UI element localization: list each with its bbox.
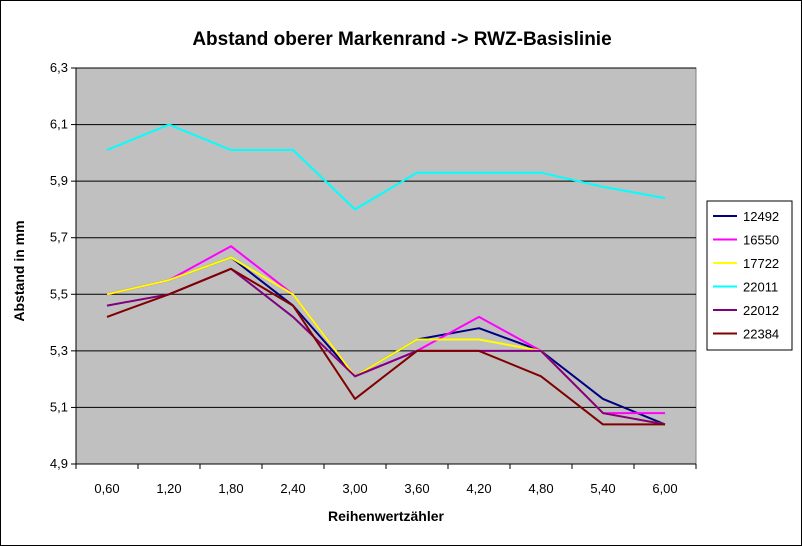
y-axis-title: Abstand in mm bbox=[11, 220, 27, 321]
legend-label: 22012 bbox=[743, 303, 779, 318]
y-tick-label: 6,1 bbox=[50, 117, 68, 132]
legend-label: 16550 bbox=[743, 233, 779, 248]
x-tick-label: 4,80 bbox=[528, 481, 553, 496]
x-tick-label: 6,00 bbox=[652, 481, 677, 496]
legend-label: 22384 bbox=[743, 327, 779, 342]
legend-label: 22011 bbox=[743, 280, 778, 295]
series-lines bbox=[106, 123, 666, 426]
legend-label: 12492 bbox=[743, 209, 779, 224]
y-tick-label: 5,3 bbox=[50, 343, 68, 358]
legend: 12492 16550 17722 22011 22012 22384 bbox=[706, 200, 793, 351]
y-tick-label: 5,9 bbox=[50, 173, 68, 188]
y-axis-ticks: 4,9 5,1 5,3 5,5 5,7 5,9 6,1 6,3 bbox=[50, 60, 76, 471]
x-axis-ticks: 0,60 1,20 1,80 2,40 3,00 3,60 4,20 4,80 5,40 6,00 bbox=[75, 464, 697, 496]
x-tick-label: 2,40 bbox=[280, 481, 305, 496]
y-tick-label: 4,9 bbox=[50, 456, 68, 471]
y-tick-label: 5,1 bbox=[50, 399, 68, 414]
series-line-22011 bbox=[106, 123, 666, 211]
x-tick-label: 3,60 bbox=[404, 481, 429, 496]
y-tick-label: 5,7 bbox=[50, 230, 68, 245]
x-axis-title: Reihenwertzähler bbox=[328, 508, 444, 524]
y-tick-label: 6,3 bbox=[50, 60, 68, 75]
gridlines bbox=[76, 67, 696, 408]
y-tick-label: 5,5 bbox=[50, 286, 68, 301]
x-tick-label: 3,00 bbox=[342, 481, 367, 496]
chart-title: Abstand oberer Markenrand -> RWZ-Basisli… bbox=[192, 29, 611, 50]
x-tick-label: 5,40 bbox=[590, 481, 615, 496]
legend-label: 17722 bbox=[743, 256, 779, 271]
x-tick-label: 1,80 bbox=[218, 481, 243, 496]
x-tick-label: 1,20 bbox=[156, 481, 181, 496]
series-line-22384 bbox=[106, 267, 665, 426]
legend-box bbox=[706, 200, 793, 351]
x-tick-label: 4,20 bbox=[466, 481, 491, 496]
x-tick-label: 0,60 bbox=[94, 481, 119, 496]
plot-area bbox=[75, 67, 697, 465]
